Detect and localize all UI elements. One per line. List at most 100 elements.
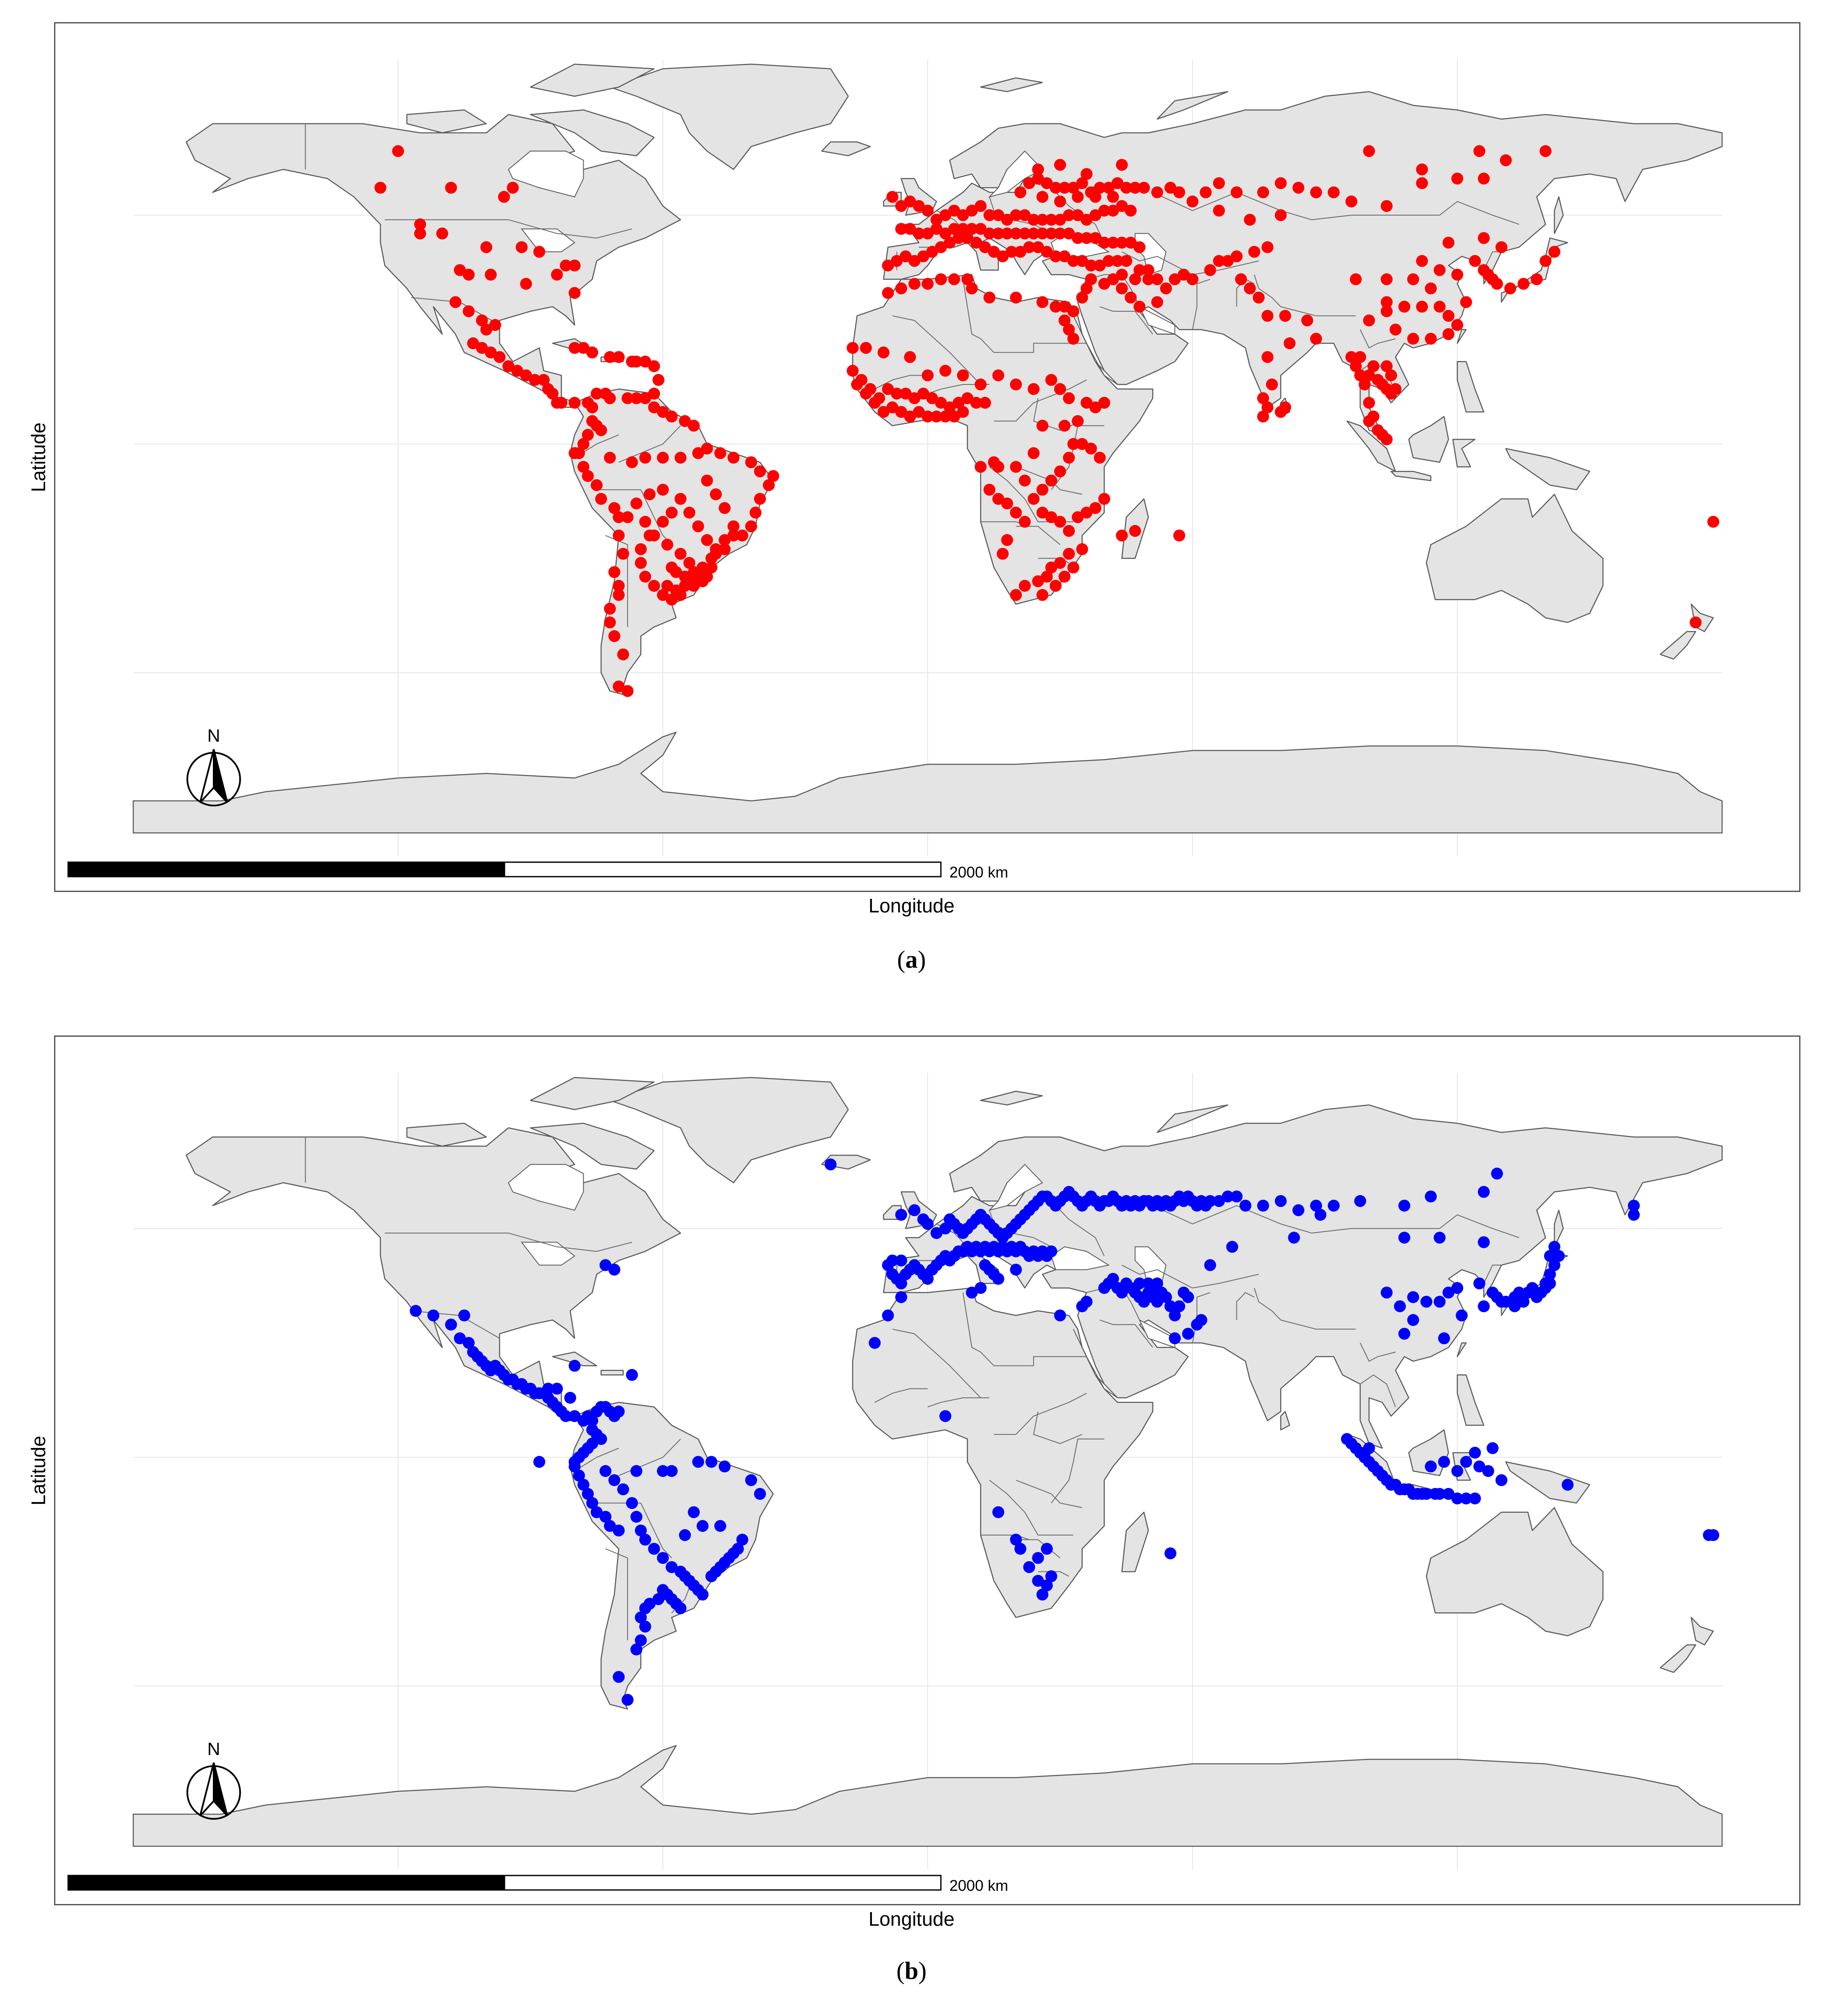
occurrence-point — [414, 227, 426, 240]
occurrence-point — [851, 379, 863, 390]
occurrence-point — [882, 383, 894, 395]
occurrence-point — [674, 493, 687, 505]
occurrence-point — [935, 273, 947, 285]
occurrence-point — [1473, 1460, 1485, 1473]
occurrence-point — [1266, 379, 1278, 390]
occurrence-point — [983, 291, 996, 304]
occurrence-point — [1279, 310, 1291, 322]
occurrence-point — [657, 516, 669, 528]
hudson-bay — [507, 1164, 584, 1211]
occurrence-point — [1010, 227, 1022, 240]
occurrence-point — [484, 346, 497, 358]
occurrence-point — [1067, 438, 1080, 450]
north-arrow-right — [213, 1762, 228, 1817]
occurrence-point — [1040, 1579, 1053, 1592]
country-border — [874, 1388, 928, 1403]
occurrence-point — [908, 392, 920, 404]
occurrence-point — [1019, 474, 1031, 487]
occurrence-point — [1049, 181, 1062, 194]
occurrence-point — [900, 250, 912, 263]
occurrence-point — [516, 241, 528, 253]
occurrence-point — [604, 392, 616, 404]
occurrence-point — [533, 1456, 545, 1468]
occurrence-point — [590, 1506, 603, 1518]
occurrence-point — [979, 241, 991, 253]
occurrence-point — [935, 397, 947, 409]
occurrence-point — [1040, 246, 1053, 258]
landmass-madagascar — [1121, 1511, 1149, 1572]
occurrence-point — [1107, 273, 1119, 285]
occurrence-point — [1036, 419, 1049, 432]
occurrence-point — [1085, 259, 1097, 272]
occurrence-point — [1230, 250, 1243, 263]
occurrence-point — [992, 369, 1004, 381]
occurrence-point — [688, 579, 700, 592]
occurrence-point — [948, 410, 960, 423]
landmass-antarctica — [132, 731, 1723, 834]
landmass-new-zealand-north — [1691, 1617, 1714, 1646]
occurrence-point — [604, 351, 616, 363]
occurrence-point — [1067, 333, 1080, 345]
occurrence-point — [997, 548, 1009, 560]
occurrence-point — [498, 191, 510, 203]
occurrence-point — [484, 269, 497, 281]
occurrence-point — [1045, 214, 1058, 226]
landmass-south-america — [570, 1402, 774, 1710]
landmass-philippines — [1456, 1374, 1485, 1426]
occurrence-point — [1063, 209, 1075, 221]
occurrence-point — [683, 507, 696, 519]
occurrence-point — [1187, 273, 1198, 285]
occurrence-point — [1063, 324, 1075, 336]
occurrence-point — [1451, 1492, 1463, 1505]
occurrence-point — [1036, 191, 1049, 203]
country-border — [1359, 329, 1396, 349]
country-border — [605, 1548, 628, 1640]
occurrence-point — [445, 1319, 457, 1331]
occurrence-point — [917, 387, 929, 400]
baltic-sea — [988, 1164, 1043, 1211]
occurrence-point — [1248, 246, 1261, 258]
country-border — [1038, 1571, 1069, 1577]
occurrence-point — [1226, 1241, 1238, 1253]
landmass-baffin-island — [530, 1122, 655, 1170]
occurrence-point — [1049, 579, 1062, 592]
occurrence-point — [767, 470, 780, 482]
occurrence-point — [1495, 241, 1508, 253]
occurrence-point — [1359, 379, 1371, 390]
occurrence-point — [657, 1465, 669, 1477]
occurrence-point — [1116, 200, 1128, 212]
occurrence-point — [701, 571, 713, 583]
occurrence-point — [1381, 1286, 1393, 1299]
occurrence-point — [1036, 589, 1049, 601]
occurrence-point — [1010, 379, 1022, 390]
occurrence-point — [1045, 227, 1058, 240]
occurrence-point — [622, 392, 634, 404]
occurrence-point — [886, 401, 899, 413]
occurrence-point — [948, 223, 960, 235]
landmass-java — [1390, 470, 1432, 481]
occurrence-point — [604, 1520, 616, 1532]
occurrence-point — [674, 548, 687, 560]
baltic-sea — [988, 150, 1043, 198]
landmass-sakhalin — [1554, 1210, 1564, 1247]
occurrence-point — [1036, 227, 1049, 240]
occurrence-point — [961, 392, 974, 404]
occurrence-point — [1054, 516, 1066, 528]
occurrence-point — [1275, 177, 1287, 189]
country-border — [384, 219, 632, 239]
occurrence-point — [1116, 282, 1128, 295]
occurrence-point — [639, 571, 651, 583]
occurrence-point — [617, 648, 629, 661]
occurrence-point — [1133, 241, 1146, 253]
occurrence-point — [1045, 374, 1058, 386]
country-border — [1016, 1539, 1061, 1558]
occurrence-point — [1221, 255, 1234, 267]
occurrence-point — [1204, 1195, 1216, 1207]
occurrence-point — [1433, 1231, 1446, 1244]
occurrence-point — [1257, 1199, 1269, 1212]
occurrence-point — [449, 296, 461, 308]
occurrence-point — [1257, 410, 1269, 423]
occurrence-point — [648, 579, 660, 592]
occurrence-point — [657, 1584, 669, 1596]
occurrence-point — [1363, 369, 1375, 381]
